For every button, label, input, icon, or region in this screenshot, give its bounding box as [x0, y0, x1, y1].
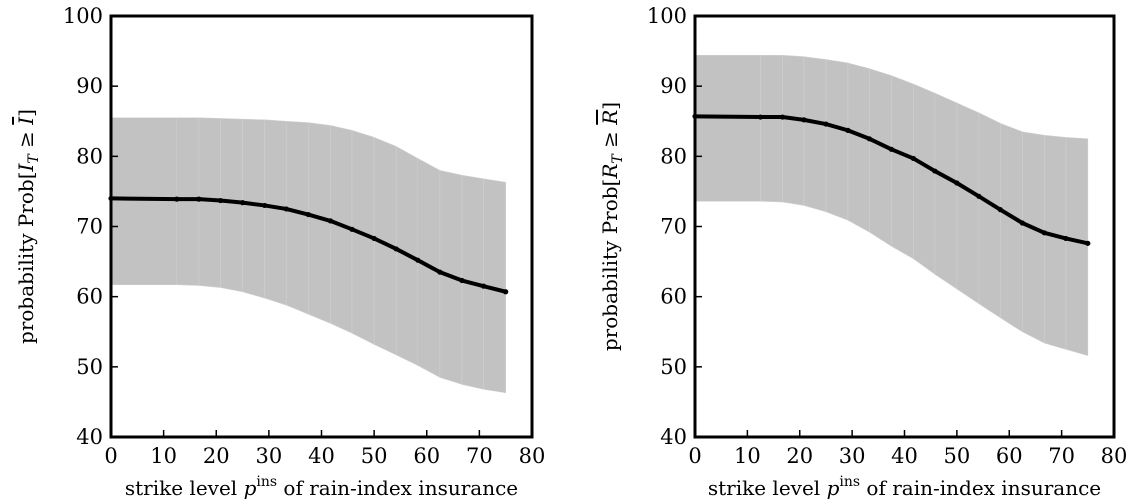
- band-segment: [760, 54, 783, 203]
- x-axis-label: strike level pins of rain-index insuranc…: [125, 474, 518, 500]
- x-tick-label: 70: [1048, 444, 1075, 468]
- x-tick-label: 20: [203, 444, 230, 468]
- y-tick-label: 50: [660, 355, 687, 379]
- data-point: [196, 196, 202, 202]
- y-tick-label: 50: [76, 355, 103, 379]
- band-segment: [483, 178, 506, 394]
- data-point: [1063, 235, 1069, 242]
- band-segment: [782, 54, 805, 206]
- y-tick-label: 100: [647, 4, 687, 28]
- x-tick-label: 10: [734, 444, 761, 468]
- x-tick-label: 60: [996, 444, 1023, 468]
- y-axis-label: probability Prob[IT ≥ I]: [14, 109, 42, 344]
- uncertainty-band: [694, 54, 1089, 357]
- data-point: [932, 168, 938, 174]
- y-tick-label: 40: [76, 425, 103, 449]
- y-tick-label: 70: [660, 215, 687, 239]
- x-tick-label: 40: [891, 444, 918, 468]
- data-point: [217, 197, 224, 204]
- x-tick-label: 70: [466, 444, 493, 468]
- band-segment: [694, 54, 761, 202]
- y-tick-label: 90: [660, 74, 687, 98]
- y-tick-label: 100: [63, 4, 103, 28]
- band-segment: [110, 117, 178, 286]
- data-point: [480, 283, 487, 289]
- band-segment: [242, 118, 265, 299]
- data-point: [954, 180, 960, 186]
- band-segment: [308, 122, 331, 324]
- data-point: [866, 136, 873, 142]
- data-point: [910, 155, 917, 162]
- band-segment: [1044, 134, 1067, 350]
- data-point: [437, 269, 443, 275]
- uncertainty-band: [110, 117, 506, 394]
- data-point: [503, 289, 509, 295]
- band-segment: [803, 56, 827, 213]
- data-point: [976, 193, 982, 199]
- data-point: [757, 114, 764, 120]
- x-tick-label: 50: [944, 444, 971, 468]
- data-point: [1019, 220, 1025, 226]
- y-tick-label: 60: [660, 285, 687, 309]
- x-tick-label: 50: [361, 444, 388, 468]
- data-point: [371, 235, 377, 242]
- y-tick-label: 60: [76, 285, 103, 309]
- x-tick-label: 60: [413, 444, 440, 468]
- data-point: [174, 196, 180, 202]
- band-segment: [913, 83, 936, 275]
- data-point: [845, 127, 851, 133]
- data-point: [1041, 230, 1047, 236]
- band-segment: [264, 119, 287, 306]
- y-axis-label: probability Prob[RT ≥ R]: [598, 102, 626, 351]
- data-point: [415, 257, 421, 263]
- chart-panel-2: 0 10 20 30 40 50 60 70 80 40 50 60 70 80 90 100 strike l…: [598, 4, 1127, 500]
- x-tick-label: 80: [519, 444, 546, 468]
- data-point: [1085, 240, 1091, 246]
- band-segment: [869, 68, 892, 247]
- chart-panel-1: 0 10 20 30 40 50 60 70 80 40 50 60 70 80 90 100 strike l…: [14, 4, 545, 500]
- data-point: [888, 146, 895, 152]
- data-point: [801, 117, 807, 123]
- x-tick-label: 40: [308, 444, 335, 468]
- x-tick-label: 30: [256, 444, 283, 468]
- data-point: [393, 246, 399, 252]
- data-point: [997, 207, 1003, 213]
- x-tick-label: 80: [1101, 444, 1128, 468]
- band-segment: [176, 117, 200, 286]
- y-tick-label: 70: [76, 215, 103, 239]
- band-segment: [825, 59, 849, 221]
- y-tick-label: 40: [660, 425, 687, 449]
- y-tick-label: 90: [76, 74, 103, 98]
- band-segment: [220, 118, 243, 293]
- x-tick-label: 20: [786, 444, 813, 468]
- y-tick-label: 80: [76, 144, 103, 168]
- band-segment: [1022, 131, 1045, 344]
- x-tick-label: 10: [150, 444, 177, 468]
- x-tick-label: 0: [688, 444, 701, 468]
- band-segment: [956, 102, 980, 305]
- data-point: [305, 211, 311, 218]
- data-point: [283, 206, 289, 212]
- band-segment: [1065, 137, 1089, 357]
- data-point: [262, 202, 268, 209]
- x-tick-label: 30: [839, 444, 866, 468]
- band-segment: [978, 112, 1001, 319]
- band-segment: [934, 92, 958, 290]
- x-tick-label: 0: [104, 444, 117, 468]
- x-axis-label: strike level pins of rain-index insuranc…: [708, 474, 1101, 500]
- band-segment: [891, 75, 914, 260]
- band-segment: [847, 62, 870, 233]
- data-point: [349, 226, 355, 232]
- y-tick-label: 80: [660, 144, 687, 168]
- data-point: [779, 114, 786, 120]
- data-point: [239, 200, 246, 206]
- data-point: [327, 218, 334, 224]
- band-segment: [1000, 122, 1023, 333]
- band-segment: [285, 120, 309, 315]
- data-point: [823, 121, 829, 127]
- band-segment: [198, 117, 221, 288]
- data-point: [459, 277, 465, 284]
